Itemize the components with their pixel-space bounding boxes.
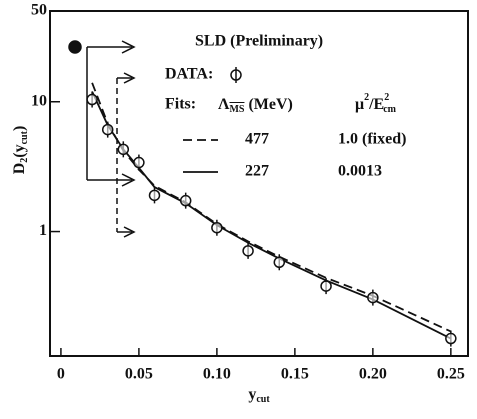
e-sup: 2 [384, 92, 389, 103]
mu-sup: 2 [364, 92, 369, 103]
data-point [86, 93, 98, 106]
lambda-unit: (MeV) [248, 96, 292, 113]
y-axis-label: D2(ycut) [11, 126, 31, 175]
x-label-main: y [248, 386, 256, 403]
data-point [445, 332, 457, 345]
y-label-open: (y [11, 144, 28, 157]
y-label-main: D [11, 163, 28, 175]
y-tick-label: 1 [39, 222, 47, 239]
data-point [273, 256, 286, 269]
fit-line [91, 82, 452, 333]
fit-line [91, 91, 452, 340]
y-label-close: ) [11, 126, 28, 131]
x-tick-label: 0.15 [281, 366, 309, 383]
data-point [320, 280, 332, 292]
legend-name: 477 [245, 131, 269, 148]
data-point [179, 194, 192, 207]
y-label-sub2: cut [19, 130, 30, 144]
x-tick-label: 0.25 [437, 366, 465, 383]
legend-scale: 0.0013 [338, 163, 382, 180]
data-point [101, 123, 114, 136]
x-tick-label: 0 [57, 366, 65, 383]
annotation-arrows [68, 40, 136, 238]
x-tick-label: 0.20 [359, 366, 387, 383]
mu: μ [355, 96, 364, 113]
e: /E [368, 96, 384, 113]
x-axis-label: ycut [248, 386, 270, 406]
legend-scale: 1.0 (fixed) [338, 131, 406, 148]
x-label-sub: cut [256, 394, 270, 405]
data-point [133, 156, 145, 169]
x-tick-label: 0.05 [125, 366, 153, 383]
legend-header: μ2/E2 cm [355, 92, 397, 115]
legend-header: ΛMS (MeV) [218, 96, 293, 116]
y-label-sub: 2 [19, 158, 30, 163]
e-sub: cm [383, 104, 396, 115]
plot-frame [49, 10, 469, 357]
chart-title: SLD (Preliminary) [195, 33, 323, 50]
data-point [367, 291, 379, 304]
y-tick-label: 10 [31, 92, 47, 109]
data-point [148, 189, 161, 202]
data-label: DATA: [165, 66, 213, 83]
legend-header: Fits: [165, 96, 196, 113]
data-point [117, 143, 130, 156]
y-tick-label: 50 [31, 2, 47, 19]
x-tick-label: 0.10 [203, 366, 231, 383]
lambda-sub: MS [229, 104, 244, 115]
legend-name: 227 [245, 163, 269, 180]
data-point [242, 245, 254, 257]
lambda: Λ [218, 96, 230, 113]
data-point [211, 221, 223, 234]
data-symbol [230, 67, 242, 83]
